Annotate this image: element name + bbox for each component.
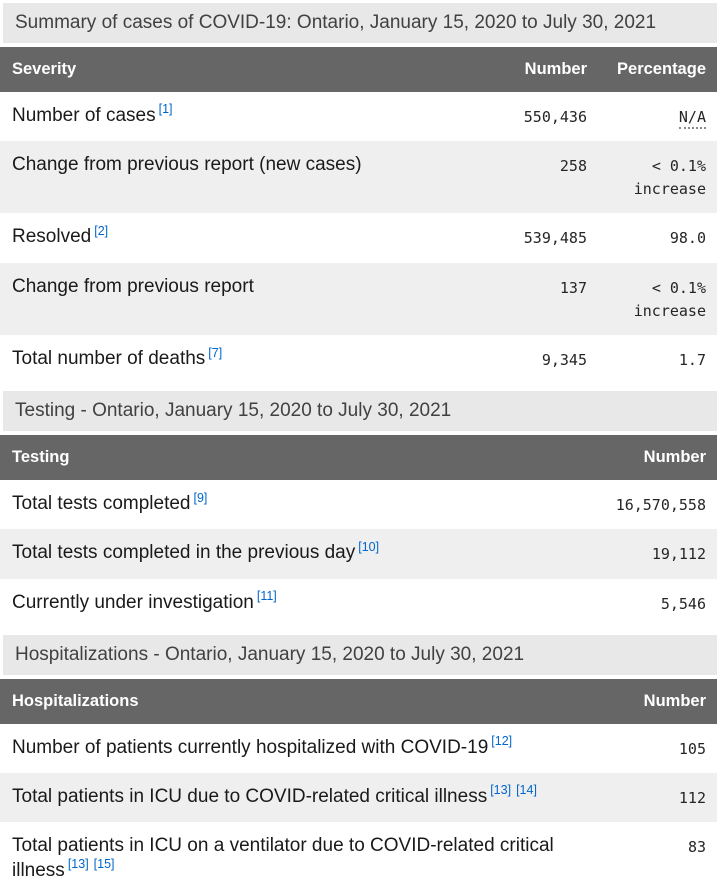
footnote-refs: [7] <box>208 346 222 360</box>
row-number: 539,485 <box>523 229 587 248</box>
row-number: 105 <box>678 739 706 758</box>
row-percentage: < 0.1% increase <box>633 156 706 199</box>
row-number: 137 <box>559 278 587 297</box>
row-number: 9,345 <box>541 351 587 370</box>
table-caption-hospitalizations: Hospitalizations - Ontario, January 15, … <box>3 634 717 675</box>
table-caption-testing: Testing - Ontario, January 15, 2020 to J… <box>3 391 717 432</box>
column-header-percentage: Percentage <box>598 46 717 92</box>
row-label: Total patients in ICU on a ventilator du… <box>0 822 587 895</box>
hospitalizations-section: Hospitalizations - Ontario, January 15, … <box>0 634 717 895</box>
row-label-text: Total number of deaths <box>12 348 206 370</box>
footnote-refs: [11] <box>257 589 277 603</box>
table-header-row: Severity Number Percentage <box>0 46 717 92</box>
na-abbr: N/A <box>678 107 706 129</box>
table-row: Total patients in ICU on a ventilator du… <box>0 822 717 895</box>
column-header-hospitalizations: Hospitalizations <box>0 678 587 724</box>
row-percentage: 1.7 <box>678 351 706 370</box>
row-label: Resolved [2] <box>0 213 478 262</box>
row-label: Total patients in ICU due to COVID-relat… <box>0 773 587 822</box>
row-label: Total number of deaths [7] <box>0 335 478 384</box>
footnote-refs: [1] <box>159 102 173 116</box>
row-label-text: Total patients in ICU due to COVID-relat… <box>12 785 488 807</box>
row-number: 258 <box>559 156 587 175</box>
table-row: Total number of deaths [7] 9,345 1.7 <box>0 335 717 385</box>
footnote-refs: [12] <box>491 734 512 748</box>
table-row: Number of cases [1] 550,436 N/A <box>0 91 717 141</box>
table-row: Change from previous report 137 < 0.1% i… <box>0 262 717 336</box>
table-row: Total patients in ICU due to COVID-relat… <box>0 772 717 823</box>
column-header-number: Number <box>587 678 717 724</box>
row-label-text: Number of patients currently hospitalize… <box>12 736 489 758</box>
row-percentage: 98.0 <box>669 229 706 248</box>
table-row: Total tests completed in the previous da… <box>0 529 717 579</box>
footnote-refs: [9] <box>193 491 207 505</box>
summary-cases-table: Severity Number Percentage Number of cas… <box>0 46 717 385</box>
footnote-link[interactable]: [10] <box>358 540 380 555</box>
footnote-link[interactable]: [12] <box>491 734 513 749</box>
footnote-link[interactable]: [15] <box>93 857 115 872</box>
footnote-refs: [13] [15] <box>68 857 115 871</box>
row-number: 83 <box>687 838 706 857</box>
footnote-link[interactable]: [14] <box>516 783 537 798</box>
table-row: Resolved [2] 539,485 98.0 <box>0 213 717 263</box>
hospitalizations-table: Hospitalizations Number Number of patien… <box>0 678 717 895</box>
table-caption-summary: Summary of cases of COVID-19: Ontario, J… <box>3 3 717 43</box>
row-percentage: < 0.1% increase <box>633 278 706 320</box>
row-label: Number of patients currently hospitalize… <box>0 724 587 773</box>
row-label: Number of cases [1] <box>0 92 478 141</box>
column-header-number: Number <box>587 435 717 481</box>
footnote-link[interactable]: [7] <box>208 345 223 360</box>
table-row: Number of patients currently hospitalize… <box>0 723 717 773</box>
footnote-refs: [10] <box>358 540 379 554</box>
table-header-row: Testing Number <box>0 435 717 481</box>
row-label: Change from previous report <box>0 263 478 336</box>
footnote-refs: [2] <box>94 224 108 238</box>
footnote-link[interactable]: [1] <box>158 102 173 117</box>
row-label-text: Change from previous report <box>12 275 254 297</box>
row-label-text: Number of cases <box>12 104 156 126</box>
footnote-link[interactable]: [13] <box>67 857 89 872</box>
row-number: 5,546 <box>660 594 706 613</box>
row-label-text: Change from previous report (new cases) <box>12 153 362 175</box>
row-label-text: Total tests completed <box>12 493 191 515</box>
footnote-link[interactable]: [9] <box>193 490 208 505</box>
row-percentage: N/A <box>598 92 717 141</box>
column-header-testing: Testing <box>0 435 587 481</box>
table-row: Currently under investigation [11] 5,546 <box>0 578 717 628</box>
row-label-text: Total tests completed in the previous da… <box>12 542 356 564</box>
testing-table: Testing Number Total tests completed [9] … <box>0 435 717 628</box>
footnote-refs: [13] [14] <box>490 783 537 797</box>
row-number: 112 <box>678 788 706 807</box>
column-header-number: Number <box>478 46 598 92</box>
row-label: Total tests completed [9] <box>0 480 587 529</box>
testing-section: Testing - Ontario, January 15, 2020 to J… <box>0 391 717 628</box>
row-label: Currently under investigation [11] <box>0 579 587 628</box>
row-label: Total tests completed in the previous da… <box>0 529 587 578</box>
footnote-link[interactable]: [13] <box>490 783 512 798</box>
footnote-link[interactable]: [2] <box>94 224 109 239</box>
table-row: Change from previous report (new cases) … <box>0 140 717 214</box>
row-number: 19,112 <box>651 545 706 564</box>
row-label: Change from previous report (new cases) <box>0 141 478 214</box>
footnote-link[interactable]: [11] <box>256 589 277 604</box>
row-label-text: Currently under investigation <box>12 591 254 613</box>
column-header-severity: Severity <box>0 46 478 92</box>
row-number: 16,570,558 <box>615 496 706 515</box>
summary-cases-section: Summary of cases of COVID-19: Ontario, J… <box>0 3 717 385</box>
row-number: 550,436 <box>523 107 587 126</box>
row-label-text: Resolved <box>12 226 92 248</box>
table-header-row: Hospitalizations Number <box>0 678 717 724</box>
table-row: Total tests completed [9] 16,570,558 <box>0 480 717 530</box>
